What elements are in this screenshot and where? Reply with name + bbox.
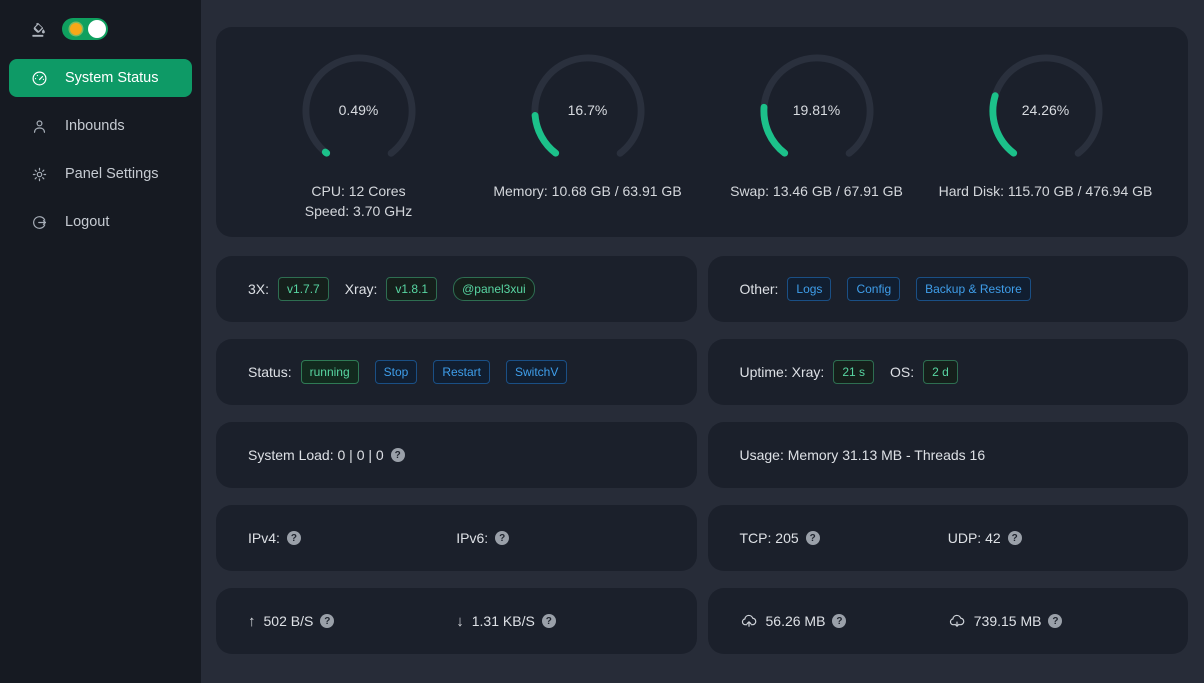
memory-percent: 16.7%: [567, 101, 608, 118]
theme-toggle-row: [0, 14, 201, 44]
sidebar-item-panel-settings[interactable]: Panel Settings: [9, 155, 192, 193]
ip-card: IPv4: ? IPv6: ?: [216, 505, 697, 571]
os-uptime-tag: 2 d: [923, 360, 958, 384]
logout-icon: [31, 214, 48, 231]
bg-colors-icon: [30, 21, 47, 38]
ipv6-label: IPv6:: [456, 530, 489, 546]
udp-block: UDP: 42 ?: [948, 530, 1156, 546]
sidebar-item-label: Panel Settings: [65, 166, 159, 182]
toggle-knob: [88, 20, 106, 38]
download-speed-text: 1.31 KB/S: [471, 613, 535, 629]
sun-icon: [70, 23, 82, 35]
sidebar-item-label: Logout: [65, 214, 110, 230]
usage-text: Usage: Memory 31.13 MB - Threads 16: [739, 447, 986, 463]
cloud-upload-icon: [740, 612, 758, 630]
help-icon[interactable]: ?: [390, 448, 405, 462]
3x-label: 3X:: [248, 281, 270, 297]
network-speed-card: ↑ 502 B/S ? ↓ 1.31 KB/S ?: [216, 588, 697, 654]
switch-version-button[interactable]: SwitchV: [506, 360, 568, 384]
user-icon: [31, 118, 48, 135]
help-icon[interactable]: ?: [320, 614, 335, 628]
tcp-count-text: TCP: 205: [739, 530, 799, 546]
xray-status-card: Status: running Stop Restart SwitchV: [216, 339, 697, 405]
3x-version-tag: v1.7.7: [278, 277, 329, 301]
help-icon[interactable]: ?: [495, 531, 510, 545]
uptime-os-label: OS:: [890, 364, 915, 380]
xray-label: Xray:: [344, 281, 378, 297]
status-label: Status:: [248, 364, 292, 380]
sidebar: System Status Inbounds Panel Settings Lo…: [0, 0, 201, 683]
backup-restore-button[interactable]: Backup & Restore: [916, 277, 1031, 301]
uptime-xray-label: Uptime: Xray:: [739, 364, 825, 380]
xray-uptime-tag: 21 s: [833, 360, 874, 384]
help-icon[interactable]: ?: [1048, 614, 1063, 628]
cpu-gauge: 0.49% CPU: 12 Cores Speed: 3.70 GHz: [244, 52, 473, 237]
total-sent-text: 56.26 MB: [765, 613, 826, 629]
cpu-percent: 0.49%: [338, 101, 379, 118]
cloud-download-icon: [948, 612, 966, 630]
network-total-card: 56.26 MB ? 739.15 MB ?: [707, 588, 1188, 654]
disk-gauge: 24.26% Hard Disk: 115.70 GB / 476.94 GB: [931, 52, 1160, 237]
other-label: Other:: [739, 281, 779, 297]
config-button[interactable]: Config: [847, 277, 901, 301]
download-speed-block: ↓ 1.31 KB/S ?: [456, 613, 664, 630]
upload-speed-block: ↑ 502 B/S ?: [248, 613, 456, 630]
udp-count-text: UDP: 42: [947, 530, 1001, 546]
uptime-card: Uptime: Xray: 21 s OS: 2 d: [707, 339, 1188, 405]
ipv4-label: IPv4:: [248, 530, 280, 546]
total-received-block: 739.15 MB ?: [948, 612, 1156, 630]
main-content: 0.49% CPU: 12 Cores Speed: 3.70 GHz 16.7…: [201, 0, 1204, 683]
ipv4-block: IPv4: ?: [248, 530, 456, 546]
usage-card: Usage: Memory 31.13 MB - Threads 16: [707, 422, 1188, 488]
dark-mode-toggle[interactable]: [62, 18, 108, 40]
other-card: Other: Logs Config Backup & Restore: [707, 256, 1188, 322]
sidebar-item-inbounds[interactable]: Inbounds: [9, 107, 192, 145]
system-load-text: System Load: 0 | 0 | 0: [248, 447, 384, 463]
sidebar-item-label: Inbounds: [65, 118, 125, 134]
help-icon[interactable]: ?: [832, 614, 847, 628]
sidebar-item-label: System Status: [65, 70, 159, 86]
version-card: 3X: v1.7.7 Xray: v1.8.1 @panel3xui: [216, 256, 697, 322]
status-running-badge: running: [300, 360, 359, 384]
system-monitor-card: 0.49% CPU: 12 Cores Speed: 3.70 GHz 16.7…: [216, 27, 1188, 237]
disk-percent: 24.26%: [1021, 101, 1070, 118]
gear-icon: [31, 166, 48, 183]
help-icon[interactable]: ?: [805, 531, 820, 545]
restart-button[interactable]: Restart: [433, 360, 490, 384]
swap-gauge: 19.81% Swap: 13.46 GB / 67.91 GB: [702, 52, 931, 237]
arrow-down-icon: ↓: [456, 612, 464, 630]
swap-percent: 19.81%: [792, 101, 841, 118]
swap-label: Swap: 13.46 GB / 67.91 GB: [730, 183, 903, 199]
telegram-tag[interactable]: @panel3xui: [453, 277, 535, 301]
connections-card: TCP: 205 ? UDP: 42 ?: [707, 505, 1188, 571]
logs-button[interactable]: Logs: [787, 277, 832, 301]
help-icon[interactable]: ?: [286, 531, 301, 545]
ipv6-block: IPv6: ?: [456, 530, 664, 546]
sidebar-item-system-status[interactable]: System Status: [9, 59, 192, 97]
memory-label: Memory: 10.68 GB / 63.91 GB: [493, 183, 682, 199]
total-sent-block: 56.26 MB ?: [740, 612, 948, 630]
help-icon[interactable]: ?: [1007, 531, 1022, 545]
total-received-text: 739.15 MB: [973, 613, 1042, 629]
arrow-up-icon: ↑: [248, 612, 256, 630]
upload-speed-text: 502 B/S: [263, 613, 314, 629]
system-load-card: System Load: 0 | 0 | 0 ?: [216, 422, 697, 488]
xray-version-tag: v1.8.1: [386, 277, 438, 301]
tcp-block: TCP: 205 ?: [740, 530, 948, 546]
sidebar-item-logout[interactable]: Logout: [9, 203, 192, 241]
disk-label: Hard Disk: 115.70 GB / 476.94 GB: [938, 183, 1153, 199]
help-icon[interactable]: ?: [541, 614, 556, 628]
dashboard-icon: [31, 70, 48, 87]
stop-button[interactable]: Stop: [374, 360, 418, 384]
cpu-label: CPU: 12 Cores Speed: 3.70 GHz: [304, 183, 413, 219]
memory-gauge: 16.7% Memory: 10.68 GB / 63.91 GB: [473, 52, 702, 237]
